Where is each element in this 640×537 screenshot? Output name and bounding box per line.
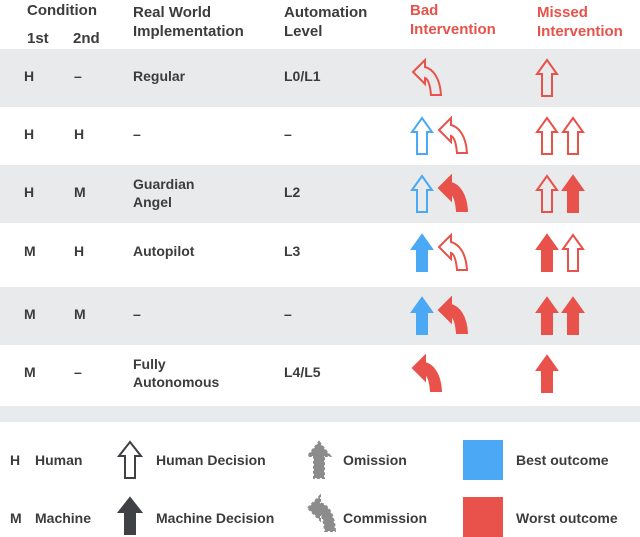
missed-intervention-icons (535, 345, 559, 403)
omission-arrow-icon (561, 233, 585, 272)
omission-arrow-icon (410, 116, 434, 155)
commission-arrow-icon (437, 296, 469, 334)
header-first: 1st (27, 30, 49, 47)
cell-implementation: Regular (133, 68, 186, 84)
legend-commission-label: Commission (343, 510, 428, 526)
cell-first: H (24, 184, 35, 200)
legend-omission-label: Omission (343, 452, 407, 468)
cell-automation-level: – (284, 306, 292, 322)
cell-second: H (74, 126, 85, 142)
legend-m-key: M (10, 510, 22, 526)
missed-intervention-icons (535, 224, 585, 282)
bad-intervention-icons (410, 287, 470, 345)
commission-arrow-icon (411, 354, 443, 392)
omission-icon (306, 440, 332, 479)
table-bottom-bar (0, 406, 640, 422)
missed-intervention-icons (535, 107, 585, 165)
omission-arrow-icon (535, 58, 559, 97)
legend-m-label: Machine (35, 510, 92, 526)
omission-arrow-icon (410, 233, 434, 272)
legend-machine-decision-label: Machine Decision (156, 510, 275, 526)
cell-second: M (74, 184, 86, 200)
bad-intervention-icons (410, 224, 470, 282)
commission-icon (306, 494, 337, 532)
bad-intervention-icons (410, 165, 470, 223)
cell-second: H (74, 243, 85, 259)
cell-second: – (74, 364, 82, 380)
omission-arrow-icon (561, 116, 585, 155)
table-row: H – Regular L0/L1 (0, 49, 640, 107)
bad-intervention-icons (410, 49, 444, 107)
cell-first: M (24, 306, 36, 322)
cell-first: H (24, 126, 35, 142)
cell-implementation: Fully Autonomous (133, 356, 220, 390)
bad-intervention-icons (410, 107, 470, 165)
cell-automation-level: L4/L5 (284, 364, 321, 380)
omission-arrow-icon (535, 174, 559, 213)
omission-arrow-icon (561, 174, 585, 213)
cell-first: M (24, 243, 36, 259)
cell-second: M (74, 306, 86, 322)
cell-implementation: Guardian Angel (133, 176, 195, 210)
human-decision-icon (117, 440, 143, 479)
header-bad-intervention: Bad Intervention (410, 2, 496, 38)
cell-automation-level: L0/L1 (284, 68, 321, 84)
omission-arrow-icon (535, 296, 559, 335)
cell-second: – (74, 68, 82, 84)
legend-h-key: H (10, 452, 21, 468)
best-outcome-swatch (463, 440, 503, 480)
header-missed-intervention: Missed Intervention (537, 4, 623, 40)
cell-implementation: – (133, 306, 141, 322)
omission-arrow-icon (535, 354, 559, 393)
cell-automation-level: L3 (284, 243, 301, 259)
bad-intervention-icons (410, 345, 444, 403)
legend-human-decision-label: Human Decision (156, 452, 266, 468)
table-row: M M – – (0, 287, 640, 345)
worst-outcome-swatch (463, 497, 503, 537)
omission-arrow-icon (410, 174, 434, 213)
legend-h-label: Human (35, 452, 83, 468)
omission-arrow-icon (410, 296, 434, 335)
header-automation: Automation Level (284, 4, 368, 40)
omission-arrow-icon (535, 233, 559, 272)
cell-automation-level: L2 (284, 184, 301, 200)
cell-automation-level: – (284, 126, 292, 142)
missed-intervention-icons (535, 165, 585, 223)
legend-best-label: Best outcome (516, 452, 609, 468)
cell-implementation: Autopilot (133, 243, 195, 259)
cell-implementation: – (133, 126, 141, 142)
table-row: M – Fully Autonomous L4/L5 (0, 345, 640, 403)
header-implementation: Real World Implementation (133, 4, 244, 40)
table-row: M H Autopilot L3 (0, 224, 640, 282)
commission-arrow-icon (437, 233, 469, 271)
missed-intervention-icons (535, 287, 585, 345)
missed-intervention-icons (535, 49, 559, 107)
omission-arrow-icon (561, 296, 585, 335)
machine-decision-icon (117, 496, 143, 535)
omission-arrow-icon (535, 116, 559, 155)
cell-first: M (24, 364, 36, 380)
table-row: H H – – (0, 107, 640, 165)
header-second: 2nd (73, 30, 100, 47)
legend-worst-label: Worst outcome (516, 510, 618, 526)
cell-first: H (24, 68, 35, 84)
commission-arrow-icon (437, 116, 469, 154)
commission-arrow-icon (411, 58, 443, 96)
table-row: H M Guardian Angel L2 (0, 165, 640, 223)
commission-arrow-icon (437, 174, 469, 212)
header-condition: Condition (27, 2, 97, 19)
